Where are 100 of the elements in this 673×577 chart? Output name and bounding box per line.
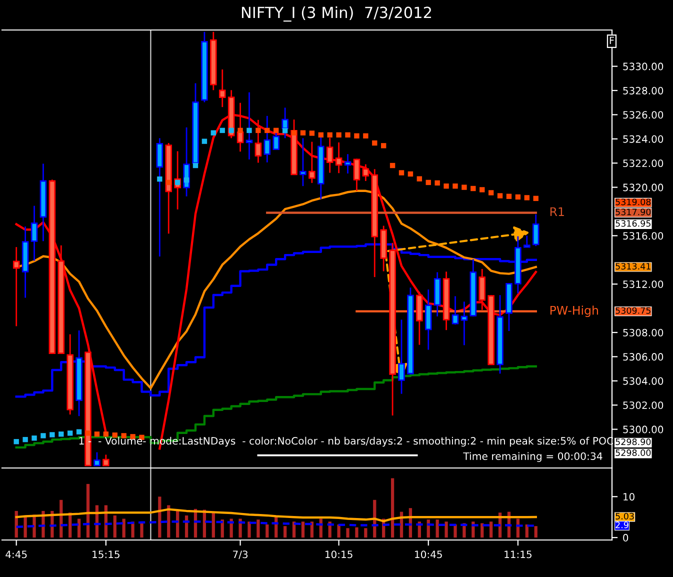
point [426,180,431,186]
point [166,180,172,186]
text: 5298.90 [616,438,651,446]
y-tick-label: 10 [624,493,634,501]
candlestick [532,214,540,247]
point [416,176,422,182]
bar [444,522,448,538]
candlestick [524,234,530,248]
point [103,432,109,437]
text: 5.03 [616,512,634,520]
y-tick-label: 5304.00 [623,377,664,385]
point [274,128,279,134]
point [192,162,198,168]
point [238,128,243,134]
point [58,432,64,437]
bar [158,496,162,538]
x-tick-label: 4:45 [6,550,27,558]
text: 2.9 [616,522,628,528]
bar [490,522,493,538]
x-tick-label: 15:15 [92,550,120,558]
point [327,132,332,138]
y-tick-label: 5320.00 [623,184,664,192]
bar [480,523,484,538]
point [85,430,91,436]
point [282,128,288,134]
candlestick [452,295,459,326]
y-tick-label: 0 [623,534,628,542]
point [22,436,28,442]
bar [301,522,305,538]
point [157,176,162,182]
point [291,130,297,136]
y-tick-label: 5326.00 [623,111,664,119]
bar [77,518,81,538]
point [533,196,538,202]
text: 5313.41 [616,262,650,270]
bar [310,522,314,538]
candlestick [218,68,226,108]
bar [454,524,457,538]
point [345,132,350,138]
bar [283,526,287,538]
point [256,128,261,134]
point [14,439,19,444]
bar [256,520,260,538]
point [184,177,190,183]
chart-title: NIFTY_I (3 Min) 7/3/2012 [242,6,431,22]
point [94,432,100,437]
bar [390,478,394,538]
point [220,128,225,134]
y-tick-label: 5324.00 [623,135,664,143]
point [50,432,55,438]
x-tick-label: 7/3 [233,550,248,559]
x-tick-label: 10:45 [415,550,442,558]
candlestick [12,246,20,327]
point [354,133,360,138]
candlestick [156,137,164,258]
line-series [15,508,537,522]
point [40,433,46,438]
point [202,138,208,144]
candlestick [362,164,370,182]
point [515,194,521,200]
text: 5317.90 [616,208,651,216]
annotation: Time remaining = 00:00:34 [463,452,602,462]
point [444,183,449,189]
bar [337,524,340,538]
text: 5319.08 [616,198,651,206]
candlestick [282,106,288,139]
point [408,171,414,177]
candlestick [254,119,262,164]
bar [346,528,350,538]
point [470,186,476,192]
candlestick [353,158,360,192]
point [398,170,404,176]
point [336,132,342,138]
candlestick [94,452,100,466]
y-tick-label: 5316.00 [623,232,664,240]
bar [122,518,126,538]
point [32,436,37,441]
bar [364,528,368,538]
bar [355,527,358,538]
bar [248,522,251,538]
y-tick-label: 5322.00 [623,159,664,168]
candlestick [460,300,468,346]
text: F [610,36,614,44]
candlestick [102,454,110,466]
bar [212,512,215,538]
point [506,194,512,199]
point [497,193,503,198]
point [318,132,324,138]
point [434,180,440,186]
point [228,128,234,134]
point [264,128,270,134]
candlestick [478,268,486,311]
y-tick-label: 5302.00 [623,401,664,410]
point [76,429,82,434]
candlestick [300,137,306,187]
point [372,140,378,146]
candlestick [30,205,38,262]
candlestick [264,115,271,164]
bar [113,515,116,538]
text: 5309.75 [616,307,650,314]
